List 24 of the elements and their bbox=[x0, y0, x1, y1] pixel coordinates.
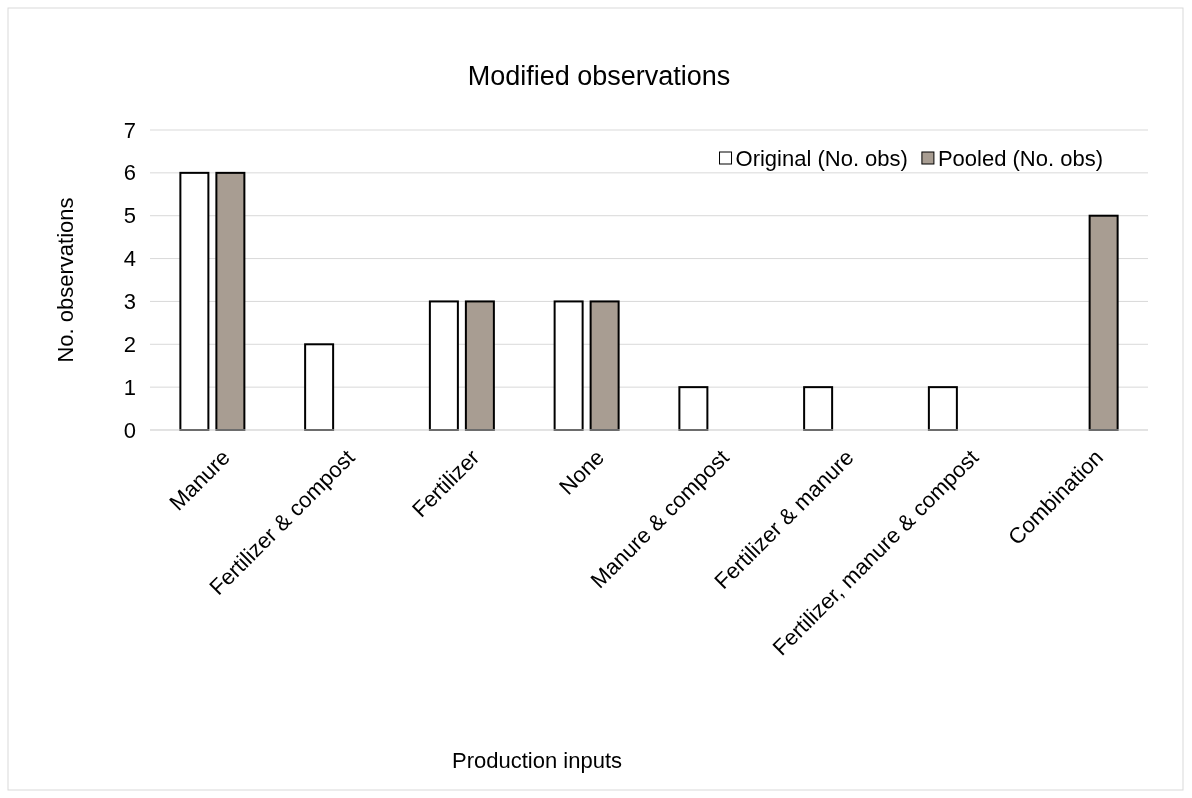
bar bbox=[803, 386, 834, 431]
y-tick-label: 4 bbox=[123, 246, 136, 272]
y-axis-title: No. observations bbox=[53, 197, 78, 363]
bar bbox=[304, 343, 335, 431]
y-tick-label: 7 bbox=[123, 117, 136, 143]
bar bbox=[927, 386, 958, 431]
y-tick-label: 2 bbox=[123, 331, 136, 357]
legend-label: Pooled (No. obs) bbox=[937, 145, 1103, 171]
y-tick-label: 1 bbox=[123, 374, 136, 400]
legend-label: Original (No. obs) bbox=[735, 145, 908, 171]
y-tick-label: 3 bbox=[123, 288, 136, 314]
y-tick-label: 0 bbox=[123, 417, 136, 443]
bar bbox=[215, 171, 246, 431]
y-tick-label: 5 bbox=[123, 203, 136, 229]
x-axis-title: Production inputs bbox=[452, 748, 622, 773]
bar bbox=[179, 171, 210, 431]
chart-title: Modified observations bbox=[467, 61, 731, 91]
y-tick-label: 6 bbox=[123, 160, 136, 186]
bar bbox=[1088, 214, 1119, 431]
bar bbox=[464, 300, 495, 431]
bar bbox=[553, 300, 584, 431]
bar bbox=[428, 300, 459, 431]
bar bbox=[589, 300, 620, 431]
bar bbox=[678, 386, 709, 431]
